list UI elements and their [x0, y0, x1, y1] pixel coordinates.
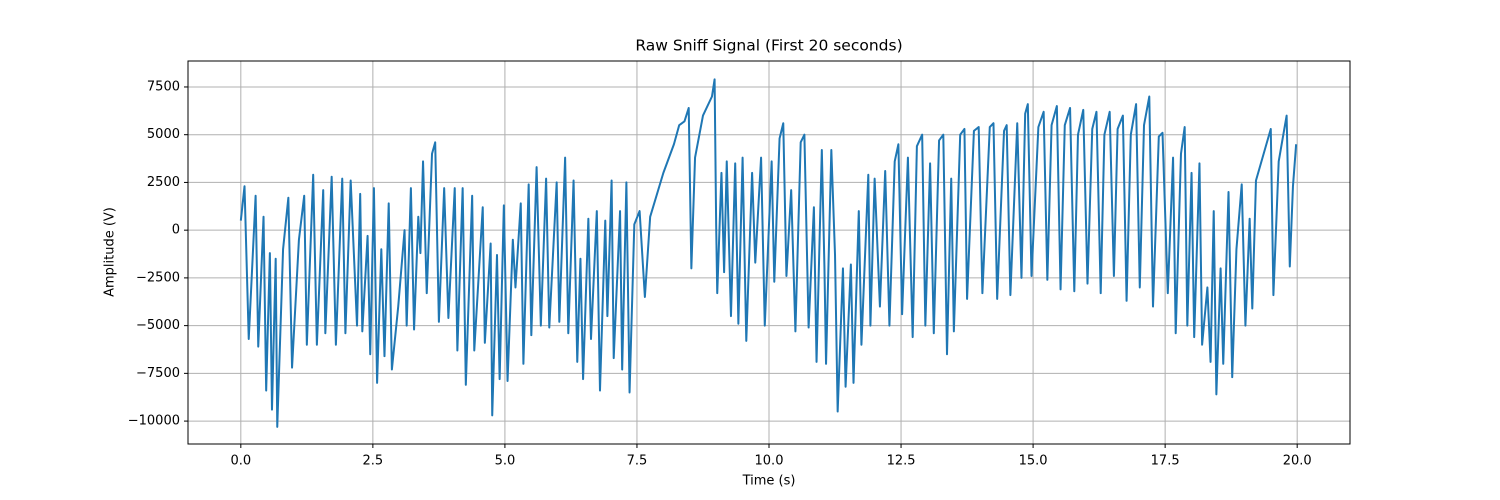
x-tick-label: 5.0	[495, 454, 516, 469]
y-tick-label: −2500	[136, 270, 180, 285]
signal-line	[239, 78, 1298, 428]
y-tick-label: 0	[172, 223, 180, 238]
x-axis-label: Time (s)	[742, 474, 796, 489]
y-tick-label: 7500	[147, 79, 180, 94]
x-tick-label: 7.5	[627, 454, 648, 469]
y-tick-label: 2500	[147, 175, 180, 190]
y-tick-label: −7500	[136, 366, 180, 381]
y-tick-label: 5000	[147, 127, 180, 142]
x-tick-label: 12.5	[887, 454, 916, 469]
y-tick-label: −10000	[128, 414, 180, 429]
x-tick-label: 2.5	[363, 454, 384, 469]
chart-title: Raw Sniff Signal (First 20 seconds)	[635, 37, 902, 55]
y-tick-label: −5000	[136, 318, 180, 333]
x-tick-label: 15.0	[1019, 454, 1048, 469]
x-tick-label: 10.0	[755, 454, 784, 469]
x-tick-label: 20.0	[1283, 454, 1312, 469]
plot-frame	[187, 60, 1351, 445]
x-tick-label: 17.5	[1151, 454, 1180, 469]
y-axis-label: Amplitude (V)	[103, 207, 118, 297]
x-tick-label: 0.0	[230, 454, 251, 469]
